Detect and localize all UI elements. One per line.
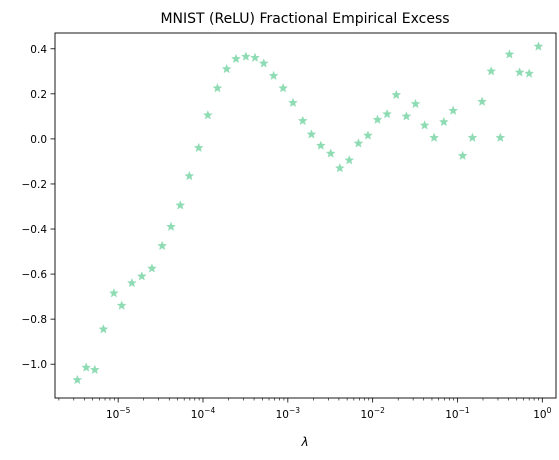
chart-title: MNIST (ReLU) Fractional Empirical Excess bbox=[160, 11, 449, 27]
data-point bbox=[514, 67, 525, 77]
data-point bbox=[212, 83, 223, 93]
data-points bbox=[72, 41, 544, 385]
data-point bbox=[231, 53, 241, 64]
data-point bbox=[250, 52, 260, 62]
x-tick-label: 10−3 bbox=[276, 406, 301, 421]
data-point bbox=[457, 150, 468, 160]
x-axis: 10−5 10−4 10−3 10−2 10−1 100 bbox=[58, 398, 552, 421]
data-point bbox=[193, 142, 204, 153]
data-point bbox=[278, 83, 289, 93]
data-point bbox=[157, 240, 168, 251]
data-point bbox=[81, 362, 92, 372]
data-point bbox=[448, 105, 459, 115]
y-tick-label: 0.0 bbox=[30, 134, 47, 146]
data-point bbox=[391, 89, 402, 100]
x-tick-label: 10−2 bbox=[360, 406, 385, 421]
x-tick-label: 10−5 bbox=[106, 406, 131, 421]
y-tick-label: 0.2 bbox=[30, 89, 47, 101]
y-tick-label: 0.4 bbox=[30, 44, 47, 56]
data-point bbox=[344, 155, 355, 165]
data-point bbox=[315, 140, 326, 150]
data-point bbox=[147, 263, 157, 273]
data-point bbox=[467, 132, 478, 142]
y-tick-label: −0.2 bbox=[22, 179, 48, 191]
x-tick-label: 10−1 bbox=[445, 406, 470, 421]
x-tick-label: 100 bbox=[533, 406, 551, 421]
data-point bbox=[353, 138, 364, 148]
data-point bbox=[116, 300, 127, 310]
x-axis-label: λ bbox=[300, 435, 308, 449]
data-point bbox=[258, 58, 269, 68]
data-point bbox=[202, 110, 213, 120]
y-axis: −1.0 −0.8 −0.6 −0.4 −0.2 0.0 0.2 0.4 bbox=[22, 44, 55, 371]
data-point bbox=[419, 120, 430, 130]
data-point bbox=[382, 108, 392, 119]
data-point bbox=[477, 96, 487, 106]
y-tick-label: −0.4 bbox=[22, 224, 48, 236]
data-point bbox=[297, 115, 308, 126]
data-point bbox=[325, 148, 336, 158]
x-tick-label: 10−4 bbox=[191, 406, 216, 421]
data-point bbox=[306, 129, 317, 139]
data-point bbox=[288, 97, 298, 108]
data-point bbox=[438, 116, 449, 127]
data-point bbox=[89, 364, 100, 375]
data-point bbox=[410, 98, 421, 109]
data-point bbox=[175, 200, 186, 210]
data-point bbox=[108, 288, 119, 298]
data-point bbox=[268, 70, 279, 80]
data-point bbox=[240, 51, 251, 61]
y-tick-label: −0.8 bbox=[22, 314, 48, 326]
data-point bbox=[524, 68, 535, 78]
data-point bbox=[126, 277, 137, 288]
y-tick-label: −0.6 bbox=[22, 269, 48, 281]
plot-frame bbox=[54, 32, 557, 399]
data-point bbox=[504, 49, 515, 59]
data-point bbox=[363, 130, 373, 140]
data-point bbox=[184, 170, 195, 181]
data-point bbox=[372, 114, 383, 124]
data-point bbox=[429, 132, 439, 142]
data-point bbox=[221, 63, 232, 74]
data-point bbox=[72, 374, 83, 385]
data-point bbox=[533, 41, 544, 51]
data-point bbox=[136, 271, 147, 281]
data-point bbox=[98, 324, 109, 334]
y-tick-label: −1.0 bbox=[22, 359, 48, 371]
data-point bbox=[166, 221, 176, 231]
data-point bbox=[401, 111, 412, 121]
data-point bbox=[486, 66, 497, 76]
data-point bbox=[495, 132, 506, 142]
plot-area bbox=[54, 32, 557, 399]
data-point bbox=[334, 163, 345, 173]
